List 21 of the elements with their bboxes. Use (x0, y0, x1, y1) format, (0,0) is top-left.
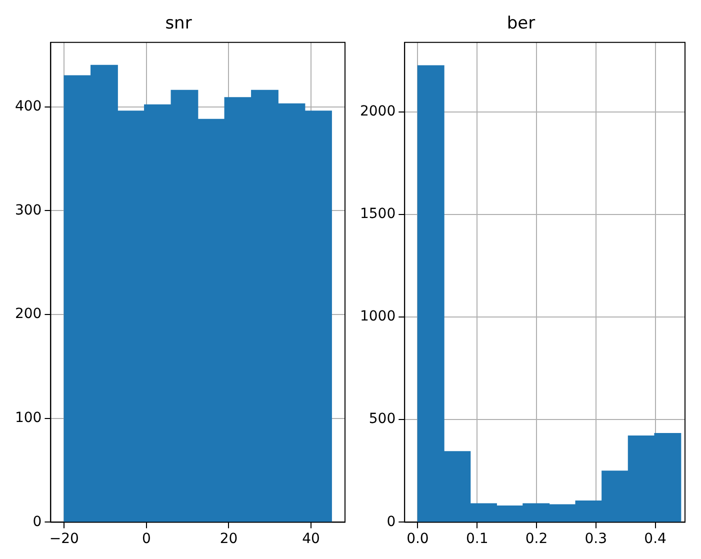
y-tick-label: 100 (14, 410, 42, 426)
x-tick-label: 0.1 (466, 531, 488, 548)
chart-title: snr (165, 14, 192, 34)
x-tick-label: 0.2 (525, 531, 548, 548)
x-tick-label: 0.4 (644, 531, 667, 548)
y-tick-label: 300 (14, 202, 42, 218)
x-tick-label: 20 (220, 531, 238, 548)
x-tick-label: 0 (142, 531, 151, 548)
y-tick-label: 1500 (360, 206, 396, 222)
y-tick-label: 200 (14, 306, 42, 322)
y-tick-label: 1000 (360, 308, 396, 325)
y-tick-label: 0 (386, 514, 396, 530)
x-tick-label: 0.3 (584, 531, 608, 548)
y-tick-label: 400 (14, 98, 42, 114)
x-tick-label: 40 (302, 531, 320, 548)
x-tick-label: 0.0 (406, 531, 429, 548)
y-tick-label: 2000 (360, 103, 396, 120)
x-tick-label: −20 (49, 531, 79, 548)
chart-title: ber (506, 14, 536, 34)
y-tick-label: 0 (32, 514, 42, 530)
y-tick-label: 500 (368, 411, 396, 428)
